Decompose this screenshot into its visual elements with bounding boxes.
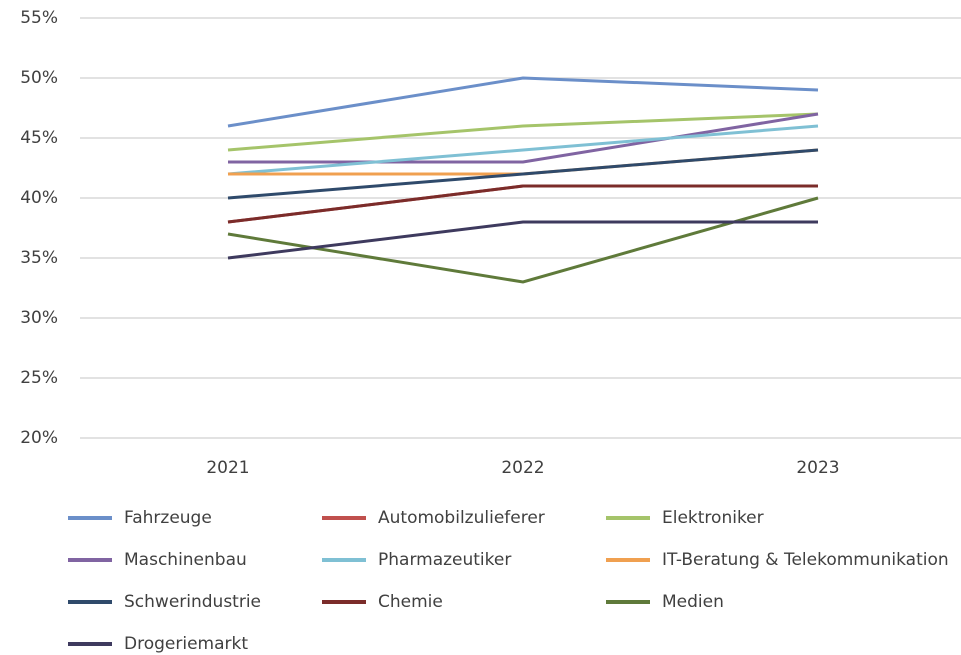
y-tick-label: 20% (20, 428, 58, 448)
legend-label: IT-Beratung & Telekommunikation (662, 550, 949, 570)
y-tick-label: 30% (20, 308, 58, 328)
legend-label: Chemie (378, 592, 443, 612)
series-line (227, 196, 819, 284)
legend-label: Fahrzeuge (124, 508, 212, 528)
y-tick-label: 45% (20, 128, 58, 148)
series-line (227, 124, 819, 176)
legend-label: Automobilzulieferer (378, 508, 545, 528)
series-line (227, 76, 819, 128)
x-tick-label: 2023 (796, 458, 839, 478)
x-tick-label: 2022 (501, 458, 544, 478)
legend-label: Elektroniker (662, 508, 764, 528)
series-line (227, 220, 818, 260)
y-tick-label: 50% (20, 68, 58, 88)
series-line (227, 148, 819, 200)
legend-label: Drogeriemarkt (124, 634, 248, 654)
y-tick-label: 35% (20, 248, 58, 268)
legend-label: Pharmazeutiker (378, 550, 511, 570)
y-tick-label: 25% (20, 368, 58, 388)
series-line (228, 112, 819, 164)
legend-label: Medien (662, 592, 724, 612)
y-tick-label: 55% (20, 8, 58, 28)
legend-label: Schwerindustrie (124, 592, 261, 612)
series-line (227, 112, 819, 152)
y-tick-label: 40% (20, 188, 58, 208)
series-line (227, 184, 818, 224)
legend-label: Maschinenbau (124, 550, 247, 570)
x-tick-label: 2021 (206, 458, 249, 478)
